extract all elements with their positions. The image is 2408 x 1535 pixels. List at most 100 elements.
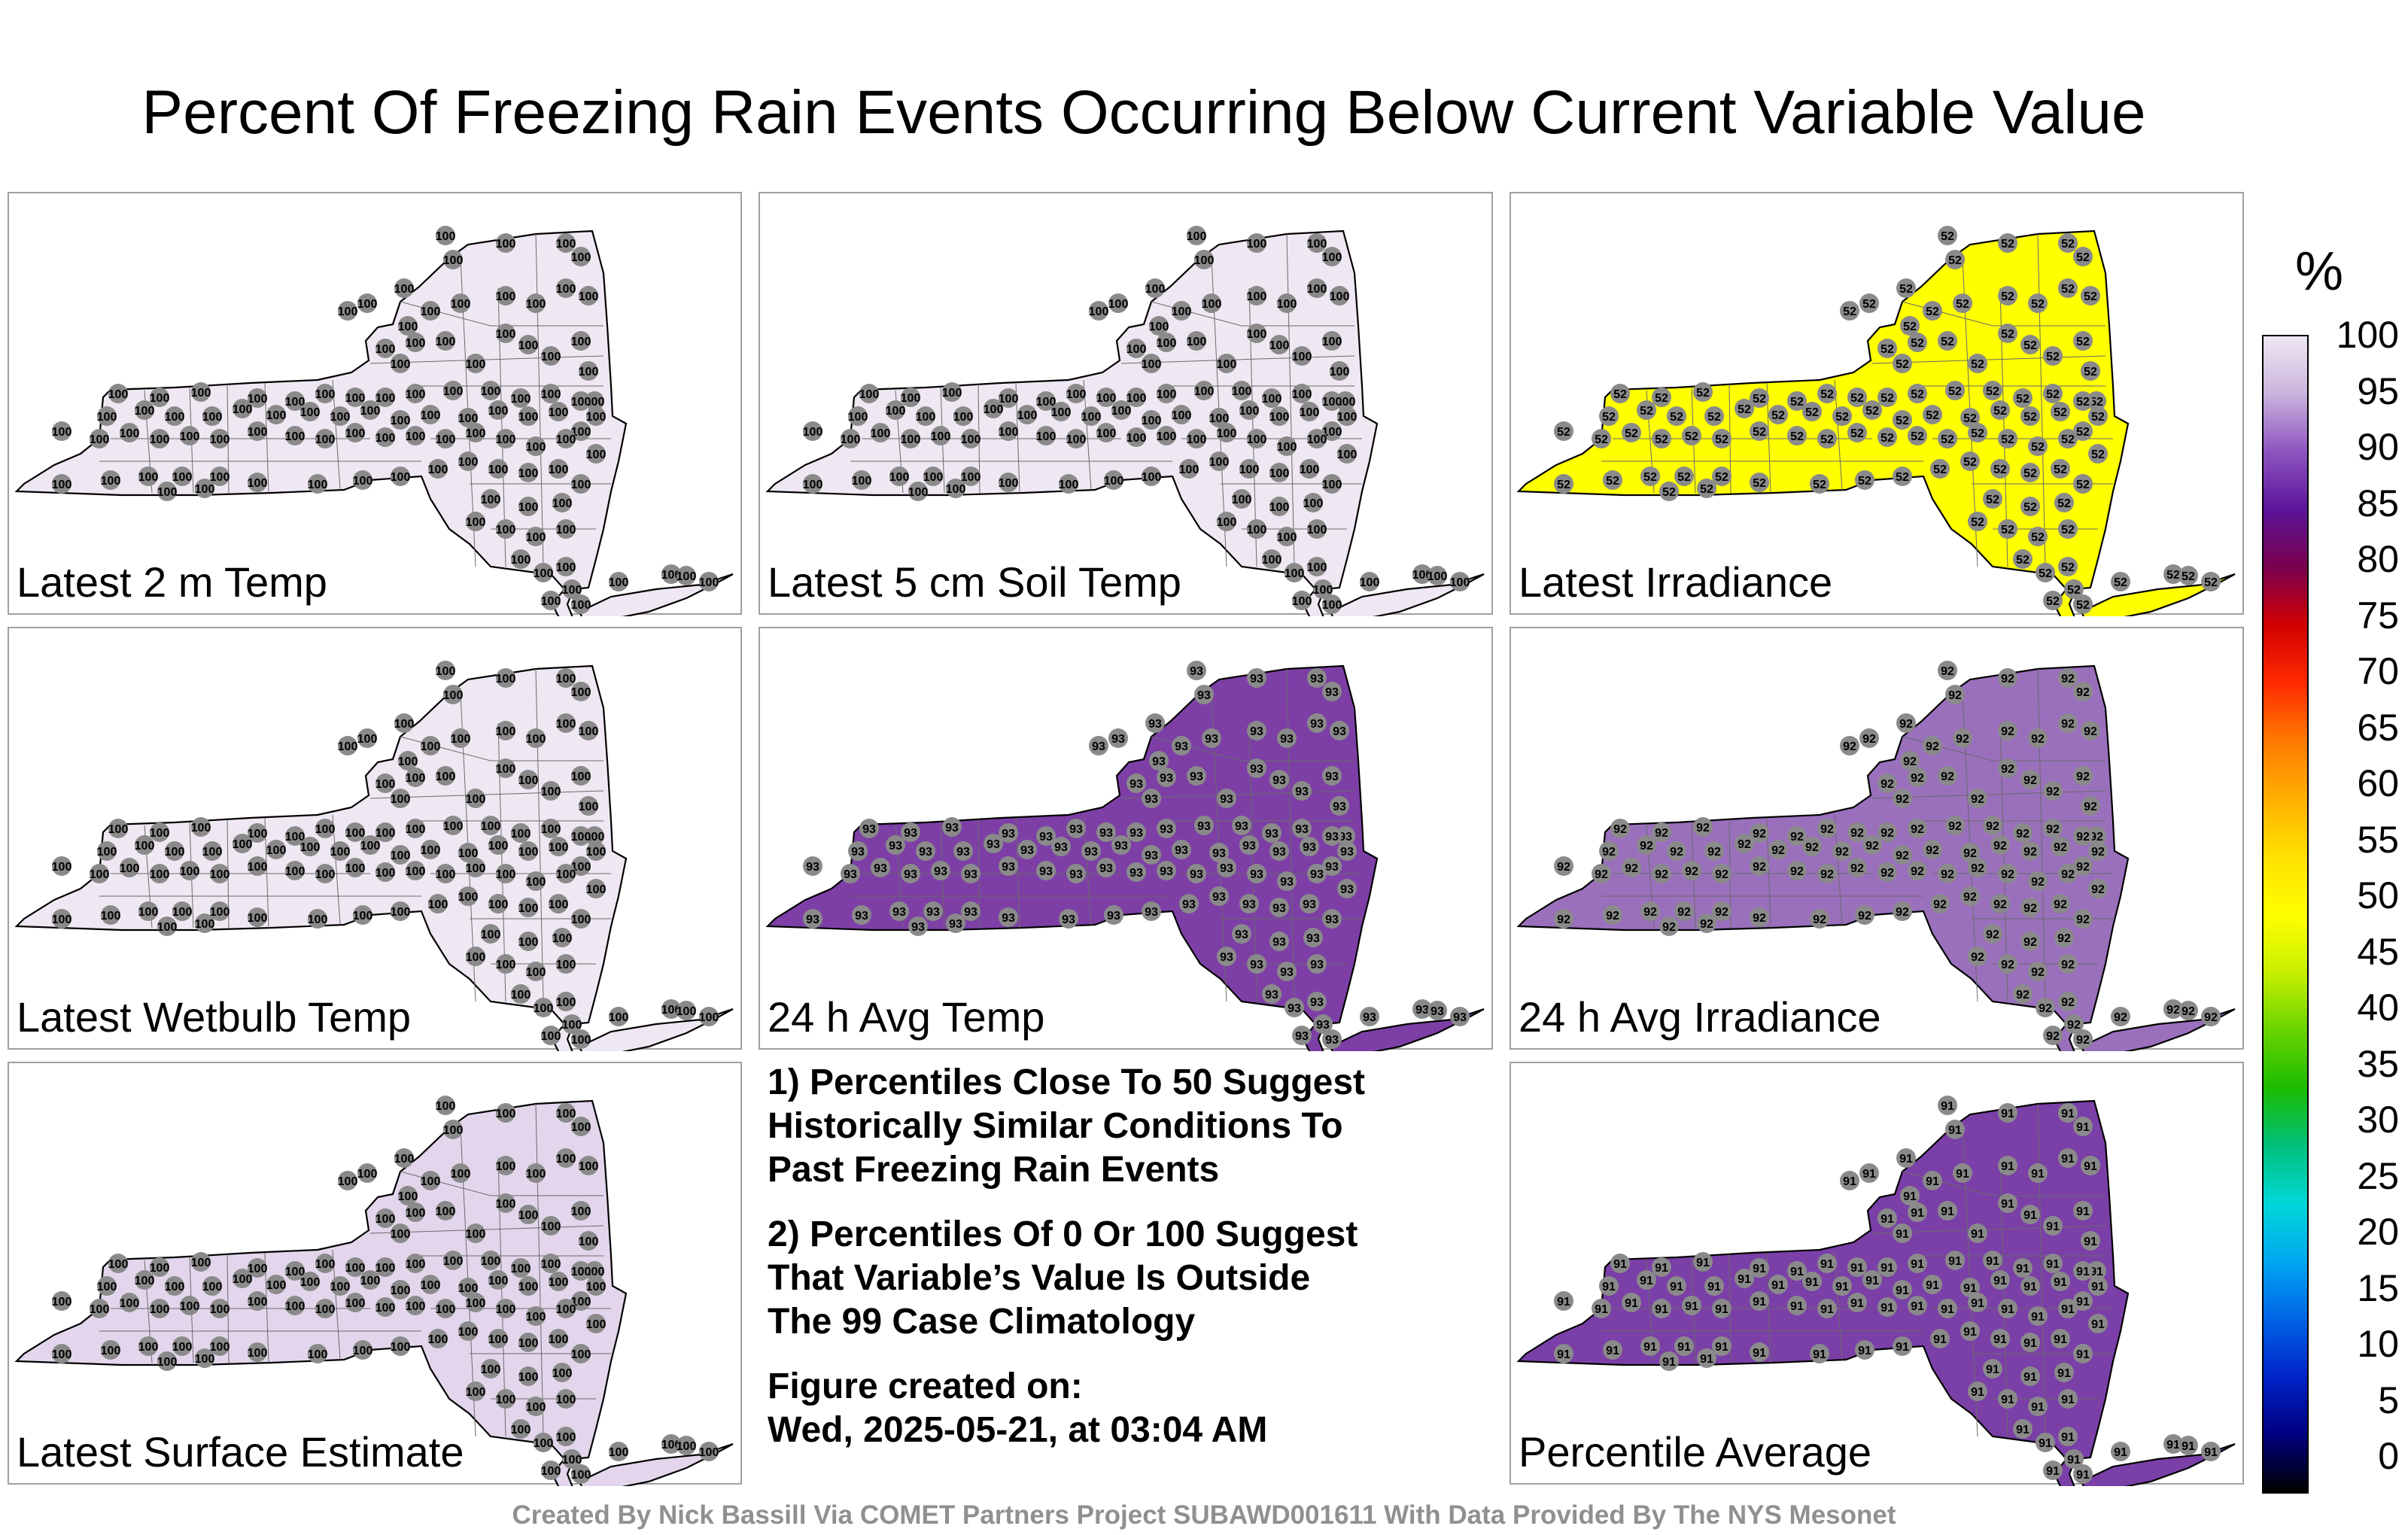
- station-marker: 100: [908, 482, 928, 501]
- station-dot: [157, 482, 177, 501]
- station-marker: 52: [2081, 361, 2100, 381]
- station-dot: [1938, 766, 1957, 786]
- station-marker: 52: [1637, 400, 1656, 420]
- note-line: Figure created on:: [768, 1366, 1083, 1406]
- station-dot: [1674, 901, 1694, 921]
- station-marker: 100: [108, 819, 128, 838]
- station-marker: 92: [1930, 894, 1950, 913]
- station-marker: 100: [345, 858, 365, 877]
- station-value: 100: [52, 1348, 72, 1361]
- station-dot: [571, 247, 591, 266]
- station-dot: [1322, 474, 1342, 494]
- station-value: 52: [2046, 595, 2060, 608]
- station-value: 100: [1149, 321, 1169, 333]
- station-value: 92: [2084, 801, 2097, 813]
- station-dot: [330, 406, 350, 426]
- station-value: 91: [2001, 1160, 2014, 1173]
- station-value: 91: [2031, 1168, 2045, 1181]
- station-value: 100: [488, 464, 509, 476]
- station-marker: 93: [1247, 864, 1266, 883]
- station-value: 100: [661, 1439, 682, 1451]
- station-marker: 100: [541, 1461, 561, 1480]
- station-marker: 100: [1172, 301, 1191, 321]
- station-value: 100: [248, 912, 268, 925]
- station-marker: 92: [2163, 999, 2183, 1019]
- station-value: 100: [180, 430, 200, 443]
- station-marker: 100: [436, 766, 455, 786]
- station-value: 100: [552, 932, 573, 945]
- station-value: 93: [1212, 891, 1226, 904]
- station-value: 91: [1948, 1124, 1962, 1137]
- station-value: 100: [571, 861, 591, 874]
- station-dot: [571, 331, 591, 351]
- station-marker: 100: [233, 834, 252, 853]
- station-value: 52: [1677, 471, 1691, 484]
- station-value: 92: [2061, 996, 2075, 1009]
- station-marker: 100: [1450, 572, 1470, 591]
- station-dot: [1307, 864, 1327, 883]
- station-marker: 92: [2020, 898, 2040, 917]
- station-marker: 100: [511, 1419, 531, 1439]
- station-dot: [2111, 1442, 2130, 1461]
- station-value: 100: [266, 1279, 287, 1292]
- figure-title: Percent Of Freezing Rain Events Occurrin…: [141, 78, 2146, 147]
- station-marker: 92: [1893, 901, 1912, 921]
- station-dot: [541, 1254, 561, 1273]
- station-dot: [1202, 293, 1221, 313]
- station-dot: [1817, 1254, 1837, 1273]
- station-marker: 100: [406, 1296, 425, 1315]
- station-value: 52: [2001, 524, 2014, 536]
- panel-label: Latest Wetbulb Temp: [17, 993, 412, 1041]
- station-marker: 100: [496, 1389, 515, 1409]
- station-value: 91: [1971, 1386, 1984, 1399]
- station-value: 92: [1933, 898, 1947, 911]
- station-dot: [2043, 1216, 2063, 1236]
- note-1: 1) Percentiles Close To 50 Suggest Histo…: [768, 1061, 1490, 1192]
- station-dot: [1998, 429, 2017, 448]
- station-value: 92: [1820, 823, 1834, 836]
- station-marker: 92: [1712, 864, 1732, 883]
- station-dot: [1847, 1293, 1867, 1312]
- station-value: 91: [1753, 1296, 1766, 1309]
- station-value: 52: [1606, 475, 1619, 488]
- station-dot: [549, 894, 568, 913]
- station-value: 100: [353, 475, 373, 488]
- station-dot: [1096, 423, 1116, 442]
- station-value: 100: [518, 774, 539, 787]
- station-dot: [2020, 1276, 2040, 1296]
- station-dot: [1145, 278, 1165, 298]
- station-marker: 100: [266, 1275, 287, 1294]
- notes: 1) Percentiles Close To 50 Suggest Histo…: [768, 1061, 1490, 1473]
- station-marker: 92: [2073, 766, 2093, 786]
- station-value: 93: [1363, 1011, 1376, 1024]
- station-dot: [2013, 549, 2033, 569]
- station-marker: 52: [2020, 497, 2040, 516]
- station-dot: [1292, 819, 1312, 838]
- station-marker: 100: [157, 1351, 177, 1371]
- station-dot: [1610, 384, 1630, 403]
- station-dot: [2020, 898, 2040, 917]
- station-value: 100: [353, 1345, 373, 1357]
- station-marker: 93: [961, 864, 981, 883]
- station-marker: 100: [150, 429, 169, 448]
- station-marker: 100: [571, 1261, 591, 1281]
- station-marker: 100: [496, 519, 515, 539]
- station-marker: 92: [1877, 774, 1897, 793]
- station-value: 100: [195, 483, 215, 496]
- station-dot: [1232, 816, 1251, 835]
- station-marker: 93: [1269, 770, 1289, 789]
- station-dot: [300, 402, 320, 421]
- station-marker: 100: [172, 901, 192, 921]
- station-value: 100: [357, 298, 378, 311]
- station-value: 91: [2076, 1266, 2090, 1278]
- station-dot: [1217, 423, 1236, 442]
- station-marker: 91: [2020, 1366, 2040, 1386]
- station-marker: 100: [210, 901, 230, 921]
- station-marker: 100: [496, 721, 515, 740]
- county-border: [1834, 1249, 1843, 1360]
- station-dot: [1269, 335, 1289, 354]
- station-dot: [466, 1293, 485, 1312]
- station-value: 92: [1993, 898, 2007, 911]
- station-dot: [1960, 408, 1980, 427]
- station-dot: [436, 661, 455, 680]
